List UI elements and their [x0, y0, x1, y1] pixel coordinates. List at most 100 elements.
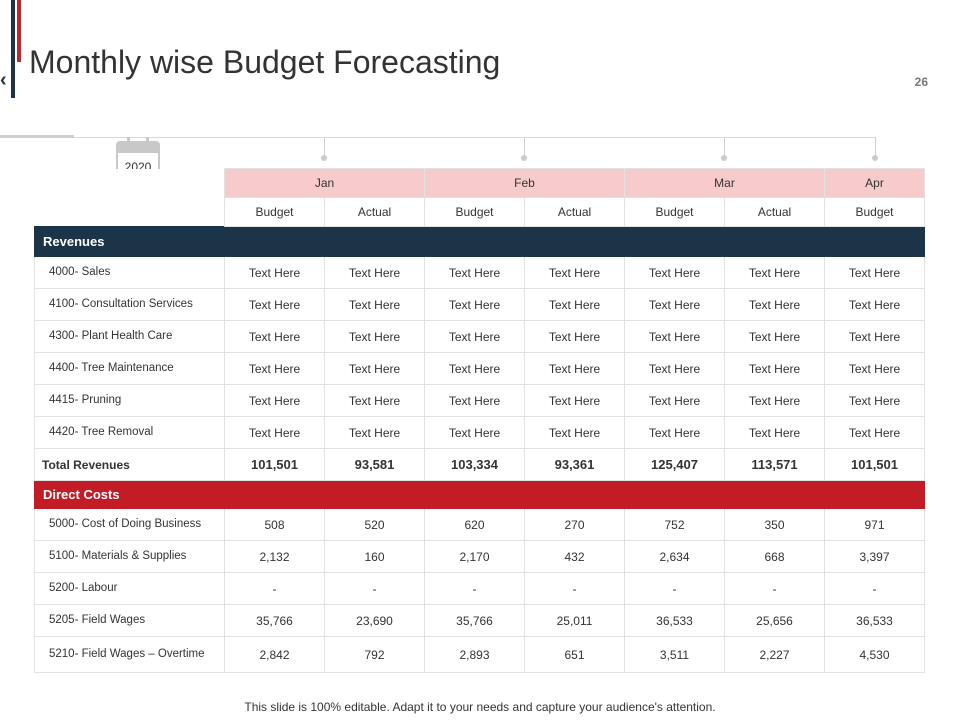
table-cell: 101,501	[224, 448, 325, 481]
month-header: Apr	[824, 168, 925, 198]
table-corner	[34, 168, 225, 198]
table-row: 4400- Tree Maintenance Text Here Text Here…	[34, 352, 925, 385]
table-cell: -	[824, 572, 925, 605]
row-label: 4400- Tree Maintenance	[34, 352, 225, 385]
column-header: Budget	[424, 197, 525, 227]
month-header: Jan	[224, 168, 425, 198]
table-cell: 3,397	[824, 540, 925, 573]
row-label: 5205- Field Wages	[34, 604, 225, 637]
table-cell: Text Here	[424, 320, 525, 353]
table-cell: Text Here	[824, 416, 925, 449]
table-cell: Text Here	[824, 320, 925, 353]
table-cell: 93,581	[324, 448, 425, 481]
table-cell: 792	[324, 636, 425, 673]
section-header-direct-costs: Direct Costs	[34, 480, 925, 509]
table-row: 5210- Field Wages – Overtime 2,842 792 2,89…	[34, 636, 925, 673]
table-cell: 113,571	[724, 448, 825, 481]
page-number: 26	[914, 75, 928, 89]
table-cell: 2,893	[424, 636, 525, 673]
table-cell: 2,842	[224, 636, 325, 673]
timeline-tick	[724, 137, 725, 156]
row-label: Total Revenues	[34, 448, 225, 481]
table-cell: 2,634	[624, 540, 725, 573]
table-cell: Text Here	[524, 384, 625, 417]
table-cell: Text Here	[724, 384, 825, 417]
table-cell: Text Here	[424, 352, 525, 385]
table-cell: 651	[524, 636, 625, 673]
table-cell: Text Here	[424, 416, 525, 449]
table-cell: Text Here	[324, 288, 425, 321]
table-cell: Text Here	[424, 288, 525, 321]
table-cell: Text Here	[724, 256, 825, 289]
table-row: 5205- Field Wages 35,766 23,690 35,766 25,01…	[34, 604, 925, 637]
table-cell: Text Here	[724, 320, 825, 353]
table-cell: Text Here	[224, 416, 325, 449]
row-label: 5200- Labour	[34, 572, 225, 605]
table-cell: 160	[324, 540, 425, 573]
table-cell: 25,656	[724, 604, 825, 637]
table-cell: 35,766	[424, 604, 525, 637]
table-cell: 125,407	[624, 448, 725, 481]
table-cell: 2,170	[424, 540, 525, 573]
table-cell: Text Here	[624, 320, 725, 353]
divider	[0, 135, 74, 138]
column-header: Budget	[624, 197, 725, 227]
table-cell: 2,132	[224, 540, 325, 573]
table-cell: 93,361	[524, 448, 625, 481]
table-row: 4420- Tree Removal Text Here Text Here Text…	[34, 416, 925, 449]
table-cell: Text Here	[524, 288, 625, 321]
table-cell: 668	[724, 540, 825, 573]
chevron-left-icon[interactable]: ‹	[0, 69, 7, 91]
table-cell: 520	[324, 508, 425, 541]
table-cell: Text Here	[524, 416, 625, 449]
table-cell: Text Here	[724, 352, 825, 385]
table-cell: Text Here	[224, 288, 325, 321]
table-cell: Text Here	[524, 256, 625, 289]
table-cell: 752	[624, 508, 725, 541]
table-row: 5100- Materials & Supplies 2,132 160 2,170 4…	[34, 540, 925, 573]
table-row: 5200- Labour - - - - - - -	[34, 572, 925, 605]
page-title: Monthly wise Budget Forecasting	[29, 44, 501, 80]
timeline-dot	[721, 155, 727, 161]
row-label: 4420- Tree Removal	[34, 416, 225, 449]
table-cell: Text Here	[324, 416, 425, 449]
table-cell: 508	[224, 508, 325, 541]
accent-bar-red	[17, 0, 21, 62]
table-cell: 620	[424, 508, 525, 541]
row-label: 5100- Materials & Supplies	[34, 540, 225, 573]
month-header: Mar	[624, 168, 825, 198]
table-cell: Text Here	[624, 416, 725, 449]
timeline-dot	[321, 155, 327, 161]
table-row: 4300- Plant Health Care Text Here Text Her…	[34, 320, 925, 353]
timeline-line	[74, 137, 876, 138]
column-header: Budget	[824, 197, 925, 227]
timeline-tick	[524, 137, 525, 156]
table-cell: Text Here	[824, 352, 925, 385]
row-label: 4000- Sales	[34, 256, 225, 289]
table-cell: -	[524, 572, 625, 605]
table-cell: 3,511	[624, 636, 725, 673]
table-cell: 35,766	[224, 604, 325, 637]
row-label: 5000- Cost of Doing Business	[34, 508, 225, 541]
table-cell: 971	[824, 508, 925, 541]
column-header: Actual	[324, 197, 425, 227]
table-cell: Text Here	[324, 256, 425, 289]
table-cell: Text Here	[224, 352, 325, 385]
table-cell: Text Here	[624, 288, 725, 321]
column-header: Budget	[224, 197, 325, 227]
column-header: Actual	[524, 197, 625, 227]
table-cell: Text Here	[724, 416, 825, 449]
table-cell: 23,690	[324, 604, 425, 637]
table-cell: Text Here	[624, 384, 725, 417]
table-cell: Text Here	[324, 320, 425, 353]
table-cell: -	[224, 572, 325, 605]
table-cell: Text Here	[724, 288, 825, 321]
section-header-revenues: Revenues	[34, 226, 925, 257]
total-row: Total Revenues 101,501 93,581 103,334 93,361…	[34, 448, 925, 481]
timeline-dot	[872, 155, 878, 161]
table-cell: Text Here	[624, 352, 725, 385]
row-label: 4300- Plant Health Care	[34, 320, 225, 353]
footer-note: This slide is 100% editable. Adapt it to…	[244, 700, 716, 714]
row-label: 4100- Consultation Services	[34, 288, 225, 321]
table-cell: Text Here	[624, 256, 725, 289]
